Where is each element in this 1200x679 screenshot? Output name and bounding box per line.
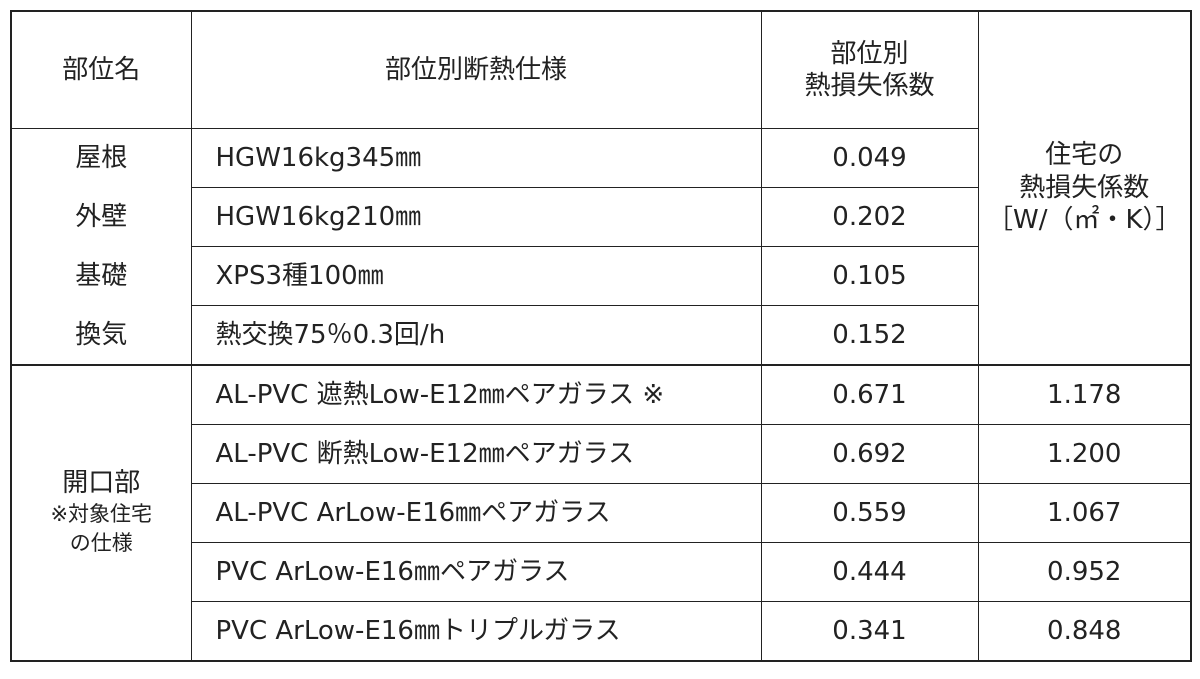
header-line: 部位別	[830, 38, 909, 69]
coef-cell: 0.559	[760, 483, 979, 543]
table: 部位名 部位別断熱仕様 部位別 熱損失係数 住宅の 熱損失係数 ［W/（㎡・K）］ 屋…	[10, 10, 1192, 662]
house-cell: 0.952	[977, 542, 1192, 602]
row: 屋根 HGW16kg345㎜ 0.049	[10, 128, 1191, 188]
spec-cell: PVC ArLow-E16㎜ペアガラス	[190, 542, 762, 602]
coef-cell: 0.341	[760, 601, 979, 662]
row: AL-PVC 断熱Low-E12㎜ペアガラス 0.692 1.200	[11, 424, 1192, 484]
coef-cell: 0.444	[760, 542, 979, 602]
header-line: 熱損失係数	[804, 71, 935, 101]
header-row: 部位名 部位別断熱仕様 部位別 熱損失係数 住宅の 熱損失係数 ［W/（㎡・K）］	[10, 10, 1192, 366]
coef-cell: 0.202	[760, 187, 979, 247]
header-cell: 部位別 熱損失係数	[760, 10, 979, 129]
row: 開口部 ※対象住宅 の仕様 AL-PVC 遮熱Low-E12㎜ペアガラス ※ 0.671…	[10, 364, 1192, 662]
header-cell: 部位名	[10, 10, 192, 129]
coef-cell: 0.671	[760, 364, 979, 425]
opening-note: の仕様	[69, 531, 133, 556]
part-cell: 屋根	[10, 128, 192, 188]
table-body: 部位名 部位別断熱仕様 部位別 熱損失係数 住宅の 熱損失係数 ［W/（㎡・K）］ 屋…	[10, 10, 1192, 662]
spec-cell: AL-PVC ArLow-E16㎜ペアガラス	[190, 483, 762, 543]
house-cell: 1.067	[977, 483, 1192, 543]
row: 基礎 XPS3種100㎜ 0.105	[10, 246, 1191, 306]
header-cell: 住宅の 熱損失係数 ［W/（㎡・K）］	[977, 10, 1192, 366]
opening-note: ※対象住宅	[50, 501, 153, 526]
spec-cell: AL-PVC 遮熱Low-E12㎜ペアガラス ※	[190, 364, 762, 425]
spec-cell: AL-PVC 断熱Low-E12㎜ペアガラス	[190, 424, 762, 484]
spec-cell: PVC ArLow-E16㎜トリプルガラス	[190, 601, 762, 662]
part-cell: 基礎	[10, 246, 192, 306]
header-line: 熱損失係数	[1019, 172, 1150, 203]
header-line: 住宅の	[1045, 140, 1124, 171]
part-cell: 外壁	[10, 187, 192, 247]
coef-cell: 0.049	[760, 128, 979, 188]
house-cell: 1.200	[977, 424, 1192, 484]
spec-cell: XPS3種100㎜	[190, 246, 762, 306]
house-cell: 1.178	[977, 364, 1192, 425]
row: 換気 熱交換75％0.3回/h 0.152	[10, 305, 1191, 366]
part-cell: 換気	[10, 305, 192, 365]
row: PVC ArLow-E16㎜トリプルガラス 0.341 0.848	[11, 601, 1192, 662]
row: PVC ArLow-E16㎜ペアガラス 0.444 0.952	[11, 542, 1192, 602]
header-line: ［W/（㎡・K）］	[986, 205, 1182, 236]
coef-cell: 0.692	[760, 424, 979, 484]
header-cell: 部位別断熱仕様	[190, 10, 762, 129]
opening-label: 開口部	[62, 468, 141, 499]
spec-cell: 熱交換75％0.3回/h	[190, 305, 762, 366]
house-cell: 0.848	[977, 601, 1192, 662]
row: AL-PVC ArLow-E16㎜ペアガラス 0.559 1.067	[11, 483, 1192, 543]
spec-cell: HGW16kg345㎜	[190, 128, 762, 188]
coef-cell: 0.152	[760, 305, 979, 366]
spec-cell: HGW16kg210㎜	[190, 187, 762, 247]
opening-cell: 開口部 ※対象住宅の仕様	[10, 364, 192, 662]
coef-cell: 0.105	[760, 246, 979, 306]
